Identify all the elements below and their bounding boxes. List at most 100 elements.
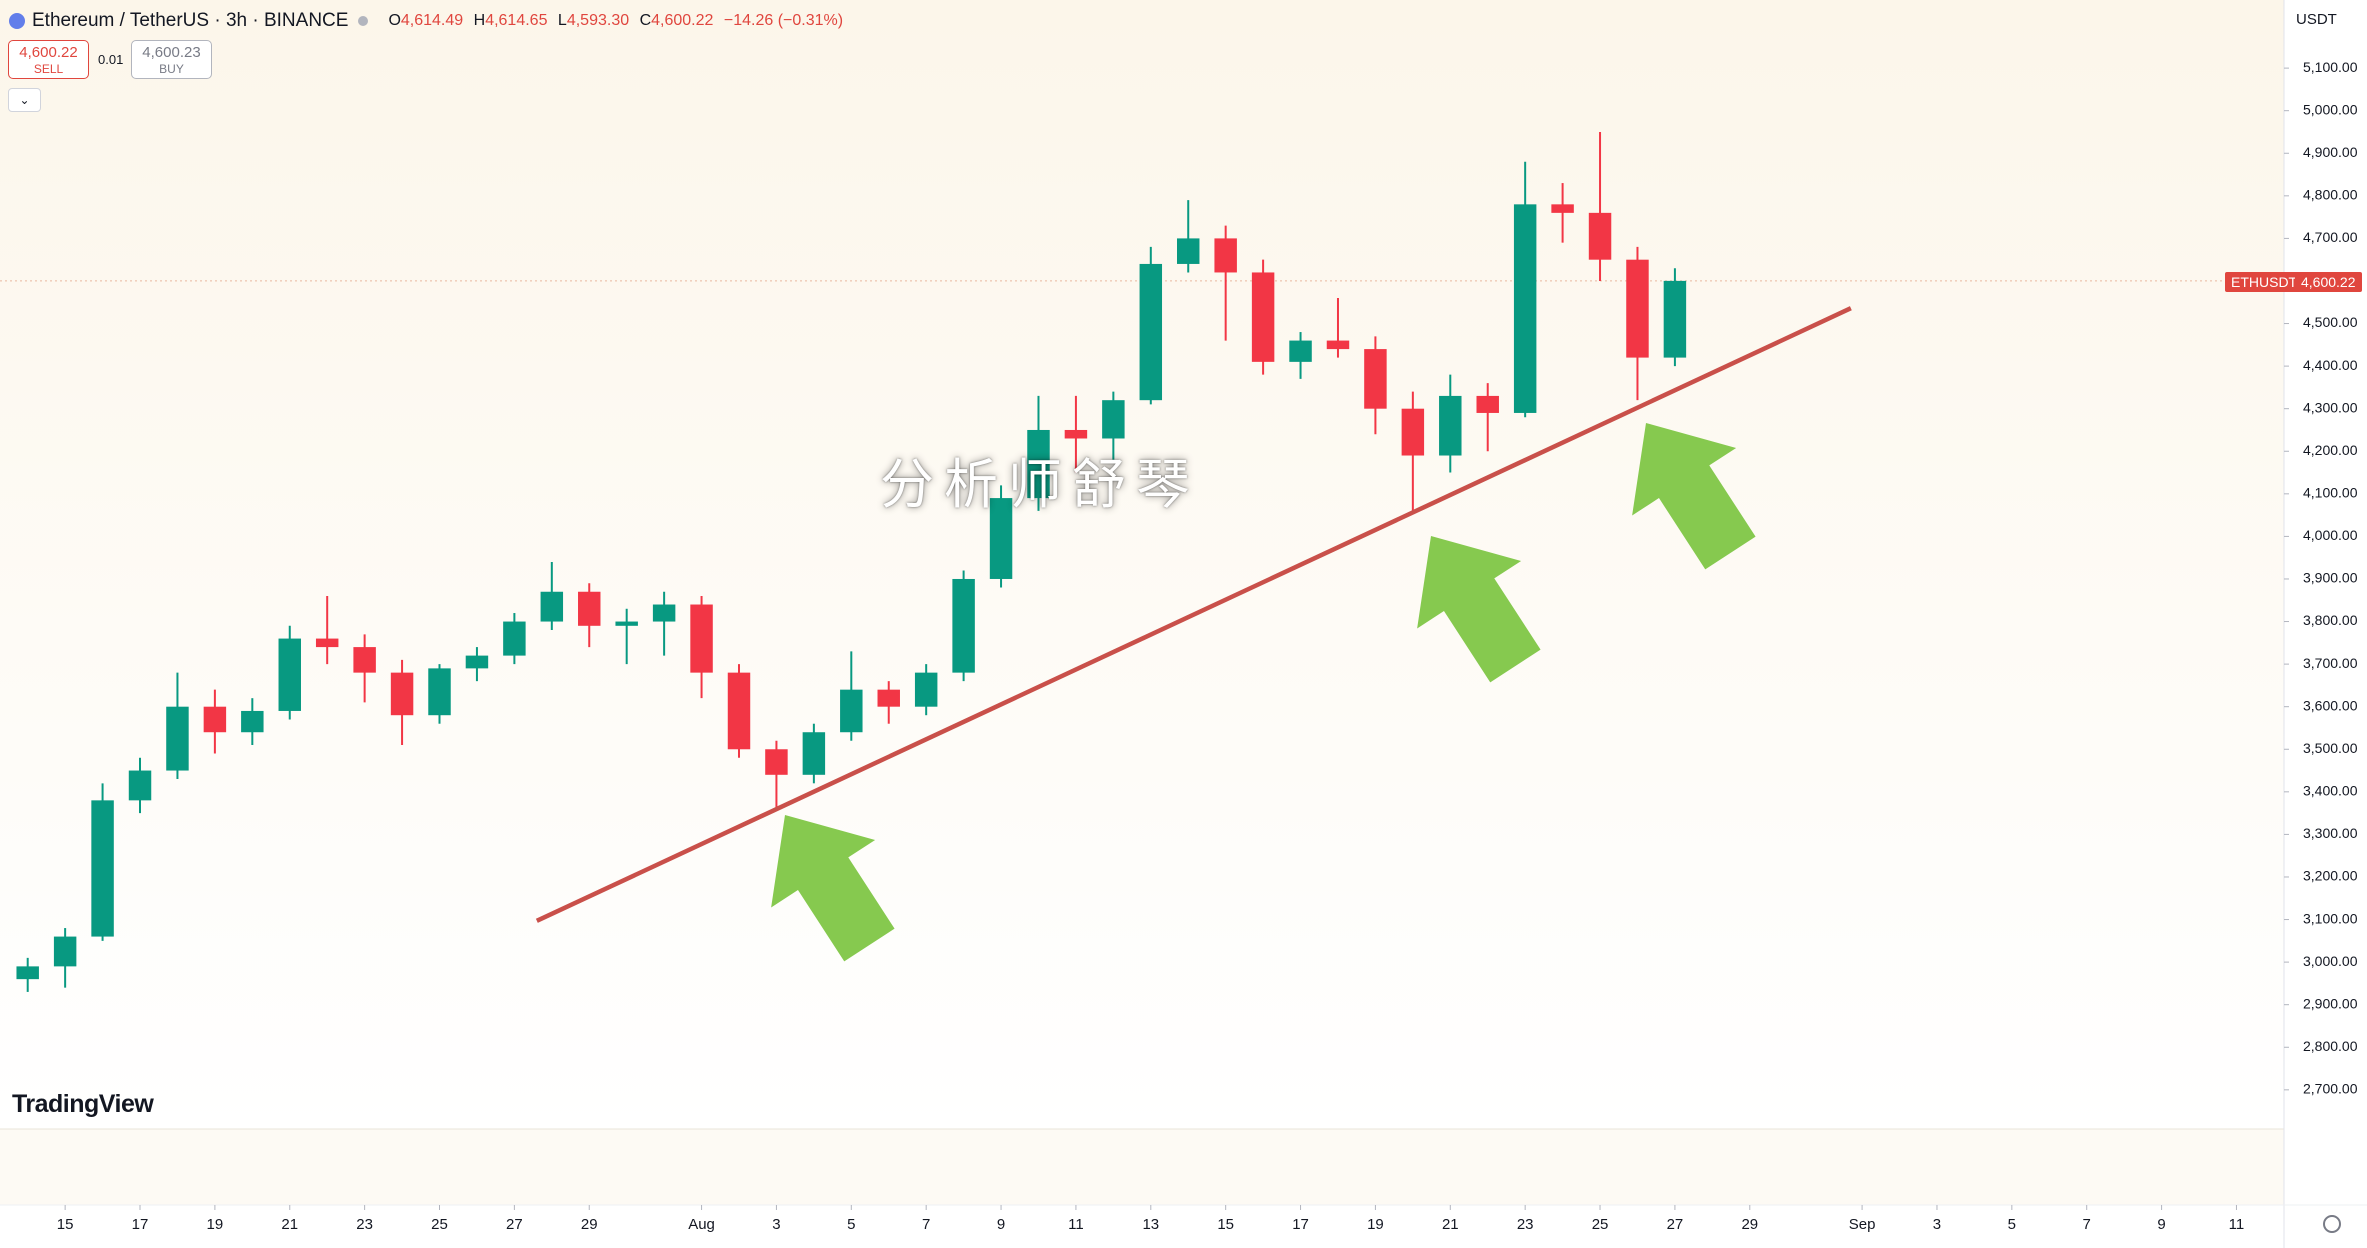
- x-tick-label: 7: [2083, 1216, 2091, 1233]
- y-tick-label: 3,100.00: [2303, 910, 2358, 926]
- candle-body: [1364, 349, 1387, 409]
- arrow: [1632, 423, 1756, 570]
- candle-body: [765, 749, 788, 775]
- sell-label: SELL: [33, 62, 64, 76]
- status-dot: [358, 16, 369, 26]
- candle-body: [1401, 408, 1425, 456]
- candle-body: [1102, 400, 1125, 439]
- ohlc: O4,614.49 H4,614.65 L4,593.30 C4,600.22 …: [382, 12, 843, 30]
- x-tick-label: 21: [1442, 1216, 1459, 1233]
- candle-body: [615, 621, 638, 626]
- candle-body: [1177, 238, 1200, 264]
- arrow: [1417, 536, 1541, 683]
- candle-body: [16, 966, 39, 980]
- y-tick-label: 2,700.00: [2303, 1081, 2358, 1097]
- candle-body: [428, 668, 451, 716]
- ohlc-value: 4,614.49: [400, 12, 464, 29]
- y-tick-label: 3,600.00: [2303, 697, 2358, 713]
- candle-body: [465, 655, 489, 669]
- x-tick-label: 19: [1367, 1216, 1384, 1233]
- sell-button[interactable]: 4,600.22 SELL: [8, 40, 89, 79]
- price-tag-symbol: ETHUSDT: [2225, 272, 2304, 292]
- candle-body: [390, 672, 414, 716]
- candle-body: [315, 638, 339, 648]
- x-tick-label: Sep: [1849, 1216, 1876, 1233]
- candle-body: [802, 732, 826, 775]
- ohlc-value: 4,614.65: [485, 12, 548, 29]
- x-tick-label: 29: [581, 1216, 598, 1233]
- ohlc-key: O: [388, 12, 401, 29]
- candle-body: [1551, 204, 1574, 213]
- candle-body: [166, 706, 189, 771]
- x-tick-label: 23: [356, 1216, 373, 1233]
- plot-background: [0, 0, 2284, 1129]
- y-tick-label: 2,800.00: [2303, 1038, 2358, 1054]
- candle-body: [727, 672, 751, 750]
- candle-body: [1214, 238, 1237, 273]
- x-tick-label: 27: [1667, 1216, 1684, 1233]
- x-tick-label: Aug: [688, 1216, 715, 1233]
- candle-body: [690, 604, 713, 673]
- x-tick-label: 15: [57, 1216, 74, 1233]
- y-tick-label: 3,000.00: [2303, 953, 2358, 969]
- x-tick-label: 27: [506, 1216, 523, 1233]
- x-tick-label: 5: [2008, 1216, 2016, 1233]
- x-tick-label: 23: [1517, 1216, 1534, 1233]
- y-tick-label: 3,800.00: [2303, 612, 2358, 628]
- x-tick-label: 15: [1217, 1216, 1234, 1233]
- candle-body: [1663, 280, 1687, 358]
- change: −14.26 (−0.31%): [723, 12, 844, 29]
- ohlc-value: 4,593.30: [566, 12, 630, 29]
- spread: 0.01: [98, 52, 124, 67]
- candle-body: [1439, 395, 1462, 456]
- collapse-button[interactable]: ⌄: [8, 88, 41, 112]
- symbol-icon: [9, 13, 25, 29]
- candle-body: [952, 578, 975, 673]
- y-tick-label: 3,300.00: [2303, 825, 2358, 841]
- x-tick-label: 11: [1068, 1216, 1084, 1233]
- candle-body: [578, 591, 601, 626]
- x-tick-label: 3: [772, 1216, 780, 1233]
- x-tick-label: 9: [997, 1216, 1005, 1233]
- candle-body: [1326, 340, 1350, 350]
- y-tick-label: 4,300.00: [2303, 399, 2358, 415]
- buy-button[interactable]: 4,600.23 BUY: [131, 40, 212, 79]
- currency[interactable]: USDT: [2296, 11, 2337, 28]
- header: Ethereum / TetherUS · 3h · BINANCE O4,61…: [8, 8, 843, 34]
- volume-strip: [0, 1129, 2284, 1205]
- sell-price: 4,600.22: [19, 44, 78, 61]
- candle-body: [503, 621, 526, 656]
- y-tick-label: 5,100.00: [2303, 59, 2358, 75]
- x-tick-label: 5: [847, 1216, 855, 1233]
- ohlc-key: L: [557, 12, 567, 29]
- candle-body: [877, 689, 900, 707]
- candle-body: [353, 647, 376, 673]
- y-tick-label: 3,500.00: [2303, 740, 2358, 756]
- buy-price: 4,600.23: [142, 44, 201, 61]
- x-tick-label: 25: [1592, 1216, 1609, 1233]
- candle-body: [203, 706, 227, 733]
- candle-body: [840, 689, 863, 733]
- trendline: [535, 306, 1852, 923]
- candle-body: [53, 936, 77, 967]
- candle-body: [1139, 263, 1163, 401]
- settings-icon[interactable]: [2323, 1215, 2341, 1233]
- buy-label: BUY: [159, 62, 184, 76]
- candle-body: [1513, 204, 1537, 413]
- x-tick-label: 29: [1741, 1216, 1758, 1233]
- y-tick-label: 4,100.00: [2303, 485, 2358, 501]
- candle-body: [1027, 429, 1050, 499]
- x-tick-label: 17: [132, 1216, 149, 1233]
- watermark: 分析师舒琴: [880, 453, 1200, 516]
- x-tick-label: 7: [922, 1216, 930, 1233]
- ohlc-key: H: [473, 12, 486, 29]
- candle-body: [128, 770, 152, 801]
- y-tick-label: 3,400.00: [2303, 783, 2358, 799]
- y-tick-label: 4,000.00: [2303, 527, 2358, 543]
- ohlc-value: 4,600.22: [651, 12, 714, 29]
- candle-body: [1476, 395, 1499, 413]
- y-tick-label: 3,200.00: [2303, 868, 2358, 884]
- x-tick-label: 25: [431, 1216, 448, 1233]
- ohlc-key: C: [639, 12, 652, 29]
- candle-body: [241, 710, 264, 733]
